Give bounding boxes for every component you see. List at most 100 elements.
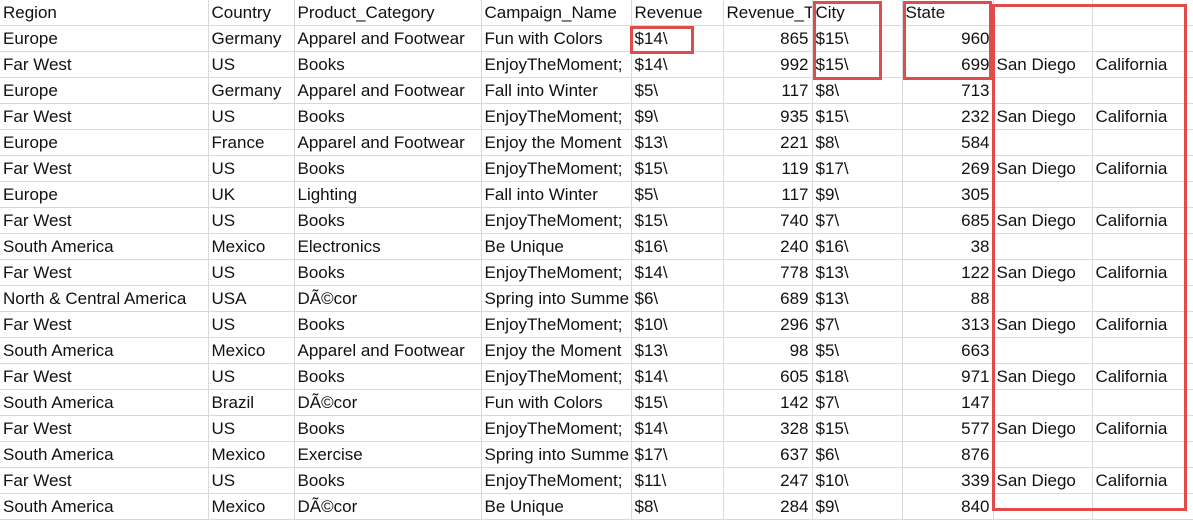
table-cell[interactable]: Books [294, 363, 482, 391]
table-cell[interactable]: Europe [0, 25, 209, 53]
table-cell[interactable]: Enjoy the Moment [481, 337, 632, 365]
table-cell[interactable]: Far West [0, 415, 209, 443]
table-cell[interactable]: 147 [902, 389, 994, 417]
table-cell[interactable]: California [1092, 311, 1193, 339]
table-cell[interactable]: $16\ [631, 233, 724, 261]
table-cell[interactable] [993, 441, 1093, 469]
table-cell[interactable]: $15\ [812, 103, 903, 131]
table-cell[interactable]: Far West [0, 467, 209, 495]
table-cell[interactable]: California [1092, 415, 1193, 443]
table-cell[interactable]: EnjoyTheMoment; [481, 363, 632, 391]
table-cell[interactable]: 296 [723, 311, 813, 339]
table-cell[interactable]: $7\ [812, 389, 903, 417]
table-cell[interactable]: 269 [902, 155, 994, 183]
table-cell[interactable]: Electronics [294, 233, 482, 261]
table-cell[interactable]: $17\ [812, 155, 903, 183]
table-cell[interactable]: US [208, 363, 295, 391]
table-cell[interactable]: $14\ [631, 415, 724, 443]
table-cell[interactable]: 992 [723, 51, 813, 79]
table-cell[interactable] [1092, 493, 1193, 521]
table-cell[interactable] [1092, 233, 1193, 261]
column-header-cell[interactable]: Campaign_Name [481, 0, 632, 27]
table-cell[interactable]: 740 [723, 207, 813, 235]
table-cell[interactable]: EnjoyTheMoment; [481, 467, 632, 495]
table-cell[interactable]: 778 [723, 259, 813, 287]
table-cell[interactable]: Books [294, 103, 482, 131]
table-cell[interactable]: EnjoyTheMoment; [481, 103, 632, 131]
table-cell[interactable]: EnjoyTheMoment; [481, 51, 632, 79]
table-cell[interactable]: EnjoyTheMoment; [481, 155, 632, 183]
table-cell[interactable]: 605 [723, 363, 813, 391]
table-cell[interactable]: $13\ [631, 129, 724, 157]
table-cell[interactable]: 98 [723, 337, 813, 365]
table-cell[interactable]: 865 [723, 25, 813, 53]
table-cell[interactable]: 305 [902, 181, 994, 209]
table-cell[interactable]: DÃ©cor [294, 285, 482, 313]
table-cell[interactable]: $8\ [812, 129, 903, 157]
table-cell[interactable]: 339 [902, 467, 994, 495]
table-cell[interactable]: 584 [902, 129, 994, 157]
table-cell[interactable]: France [208, 129, 295, 157]
table-cell[interactable]: 117 [723, 181, 813, 209]
table-cell[interactable]: Apparel and Footwear [294, 77, 482, 105]
table-cell[interactable] [1092, 441, 1193, 469]
table-cell[interactable]: Brazil [208, 389, 295, 417]
table-cell[interactable]: San Diego [993, 415, 1093, 443]
table-cell[interactable]: 117 [723, 77, 813, 105]
table-cell[interactable]: $16\ [812, 233, 903, 261]
table-cell[interactable]: $9\ [631, 103, 724, 131]
column-header-cell[interactable]: Region [0, 0, 209, 27]
table-cell[interactable]: EnjoyTheMoment; [481, 259, 632, 287]
table-cell[interactable]: Fun with Colors [481, 389, 632, 417]
table-cell[interactable]: $14\ [631, 259, 724, 287]
table-cell[interactable]: 119 [723, 155, 813, 183]
table-cell[interactable]: $13\ [812, 259, 903, 287]
table-cell[interactable]: 637 [723, 441, 813, 469]
table-cell[interactable]: Germany [208, 77, 295, 105]
table-cell[interactable]: Mexico [208, 493, 295, 521]
table-cell[interactable]: Lighting [294, 181, 482, 209]
table-cell[interactable]: $15\ [812, 25, 903, 53]
table-cell[interactable]: Apparel and Footwear [294, 25, 482, 53]
table-cell[interactable]: Books [294, 259, 482, 287]
table-cell[interactable]: Books [294, 51, 482, 79]
table-cell[interactable]: 971 [902, 363, 994, 391]
table-cell[interactable]: Books [294, 467, 482, 495]
table-cell[interactable]: Spring into Summe [481, 441, 632, 469]
table-cell[interactable]: 685 [902, 207, 994, 235]
table-cell[interactable]: Books [294, 207, 482, 235]
table-cell[interactable]: San Diego [993, 363, 1093, 391]
table-cell[interactable]: USA [208, 285, 295, 313]
table-cell[interactable]: 689 [723, 285, 813, 313]
table-cell[interactable]: $14\ [631, 51, 724, 79]
table-cell[interactable]: 713 [902, 77, 994, 105]
table-cell[interactable]: $18\ [812, 363, 903, 391]
table-cell[interactable]: Apparel and Footwear [294, 337, 482, 365]
column-header-cell[interactable]: Revenue [631, 0, 724, 27]
table-cell[interactable]: Mexico [208, 233, 295, 261]
table-cell[interactable]: 142 [723, 389, 813, 417]
column-header-cell[interactable]: Product_Category [294, 0, 482, 27]
table-cell[interactable]: $8\ [631, 493, 724, 521]
table-cell[interactable] [993, 129, 1093, 157]
table-cell[interactable]: US [208, 207, 295, 235]
table-cell[interactable]: EnjoyTheMoment; [481, 207, 632, 235]
table-cell[interactable]: $15\ [812, 415, 903, 443]
table-cell[interactable]: South America [0, 441, 209, 469]
table-cell[interactable]: US [208, 103, 295, 131]
table-cell[interactable]: $7\ [812, 207, 903, 235]
table-cell[interactable]: Far West [0, 259, 209, 287]
table-cell[interactable] [993, 285, 1093, 313]
table-cell[interactable]: $5\ [631, 77, 724, 105]
table-cell[interactable]: California [1092, 207, 1193, 235]
table-cell[interactable]: US [208, 415, 295, 443]
table-cell[interactable] [993, 389, 1093, 417]
table-cell[interactable]: California [1092, 51, 1193, 79]
table-cell[interactable]: Exercise [294, 441, 482, 469]
table-cell[interactable]: 935 [723, 103, 813, 131]
table-cell[interactable] [993, 77, 1093, 105]
table-cell[interactable]: $14\ [631, 363, 724, 391]
table-cell[interactable]: $14\ [631, 25, 724, 53]
table-cell[interactable]: 663 [902, 337, 994, 365]
table-cell[interactable]: $6\ [812, 441, 903, 469]
